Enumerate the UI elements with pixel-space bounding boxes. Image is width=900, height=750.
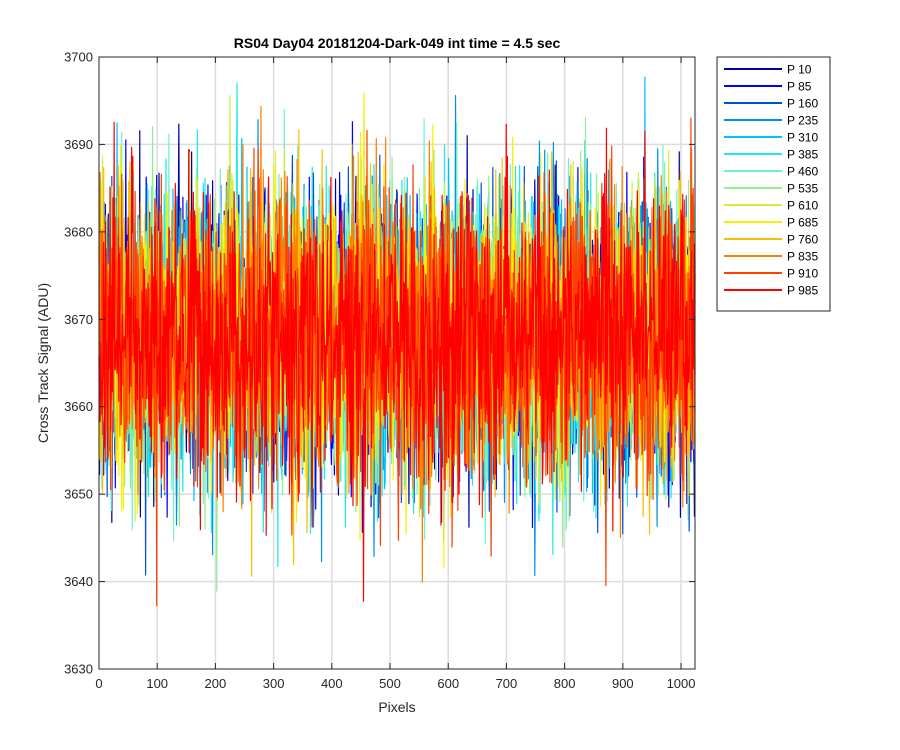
y-tick-label: 3700 — [64, 50, 93, 65]
legend-label: P 835 — [787, 250, 818, 264]
legend-label: P 160 — [787, 97, 818, 111]
x-tick-label: 600 — [437, 676, 459, 691]
x-tick-label: 1000 — [667, 676, 696, 691]
legend-label: P 610 — [787, 199, 818, 213]
x-axis-label: Pixels — [378, 699, 415, 715]
legend: P 10 P 85 P 160 P 235 P 310 P 385 P 460 P 535 P … — [716, 56, 831, 312]
x-tick-label: 200 — [205, 676, 227, 691]
x-tick-label: 400 — [321, 676, 343, 691]
y-tick-label: 3670 — [64, 312, 93, 327]
x-tick-label: 100 — [146, 676, 168, 691]
chart-title: RS04 Day04 20181204-Dark-049 int time = … — [234, 35, 561, 51]
legend-label: P 535 — [787, 182, 818, 196]
legend-label: P 385 — [787, 148, 818, 162]
y-tick-label: 3690 — [64, 137, 93, 152]
y-tick-label: 3660 — [64, 399, 93, 414]
plot-area: 0 100 200 300 400 500 600 700 800 900 1000 3630 3640… — [64, 50, 696, 692]
legend-label: P 310 — [787, 131, 818, 145]
x-tick-label: 900 — [612, 676, 634, 691]
x-tick-label: 500 — [379, 676, 401, 691]
axes-box — [98, 56, 696, 670]
legend-label: P 460 — [787, 165, 818, 179]
legend-label: P 760 — [787, 233, 818, 247]
legend-box — [716, 56, 831, 312]
x-tick-label: 700 — [496, 676, 518, 691]
series-line-14 — [98, 121, 696, 603]
series-lines — [98, 76, 696, 607]
x-tick-label: 0 — [95, 676, 102, 691]
y-tick-label: 3640 — [64, 574, 93, 589]
legend-label: P 685 — [787, 216, 818, 230]
y-tick-label: 3630 — [64, 662, 93, 677]
legend-label: P 85 — [787, 80, 812, 94]
axis-ticks: 0 100 200 300 400 500 600 700 800 900 1000 3630 3640… — [64, 50, 695, 692]
x-tick-label: 300 — [263, 676, 285, 691]
x-tick-label: 800 — [554, 676, 576, 691]
legend-label: P 10 — [787, 63, 812, 77]
y-tick-label: 3650 — [64, 487, 93, 502]
legend-label: P 910 — [787, 267, 818, 281]
legend-label: P 235 — [787, 114, 818, 128]
y-axis-label: Cross Track Signal (ADU) — [35, 283, 51, 443]
y-tick-label: 3680 — [64, 224, 93, 239]
legend-label: P 985 — [787, 284, 818, 298]
